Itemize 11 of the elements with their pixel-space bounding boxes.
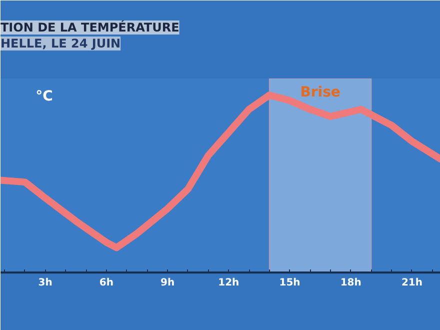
- x-tick-label: 12h: [218, 278, 240, 288]
- x-tick-label: 21h: [401, 278, 423, 288]
- x-tick-label: 15h: [279, 278, 300, 288]
- band-label: Brise: [300, 84, 340, 100]
- chart-title: TION DE LA TEMPÉRATURE: [0, 20, 180, 34]
- x-tick-label: 18h: [340, 278, 362, 288]
- x-tick-label: 6h: [99, 278, 114, 288]
- chart-subtitle: HELLE, LE 24 JUIN: [0, 36, 121, 50]
- x-tick-label: 3h: [38, 278, 52, 288]
- y-axis-title: °C: [36, 88, 53, 104]
- x-tick-label: 9h: [160, 278, 175, 288]
